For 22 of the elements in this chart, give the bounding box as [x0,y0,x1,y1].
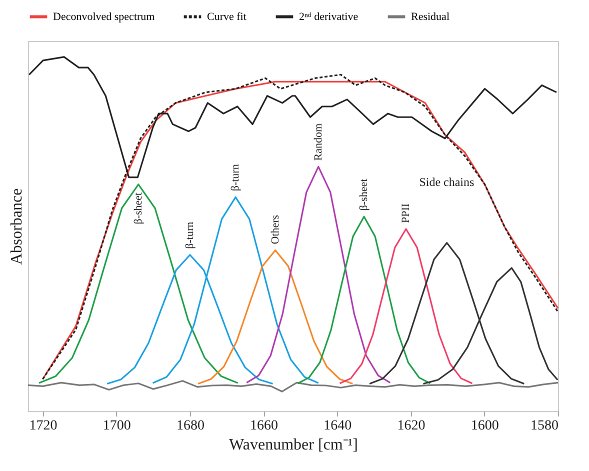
annotation: β-turn [184,221,196,249]
legend-label: 2ⁿᵈ derivative [299,10,358,23]
x-tick-label: 1580 [530,418,558,434]
x-axis-title: Wavenumber [cm⁻¹] [229,436,358,454]
annotation: Others [269,214,282,244]
annotation: PPII [400,203,412,224]
x-tick-label: 1720 [29,418,58,434]
x-tick-label: 1700 [102,418,131,434]
annotation: Random [312,122,324,161]
annotation: β-sheet [358,178,370,211]
x-tick-label: 1680 [176,418,204,434]
annotation: β-turn [230,164,242,192]
x-tick-label: 1640 [324,418,352,434]
legend-label: Residual [411,10,450,23]
annotation: β-sheet [132,192,144,224]
legend-label: Curve fit [207,10,246,23]
legend-label: Deconvolved spectrum [53,10,156,23]
y-axis-title: Absorbance [8,188,26,265]
x-tick-label: 1600 [470,418,499,434]
annotation: Side chains [419,175,475,189]
x-tick-label: 1620 [397,418,426,434]
x-tick-label: 1660 [250,418,278,434]
